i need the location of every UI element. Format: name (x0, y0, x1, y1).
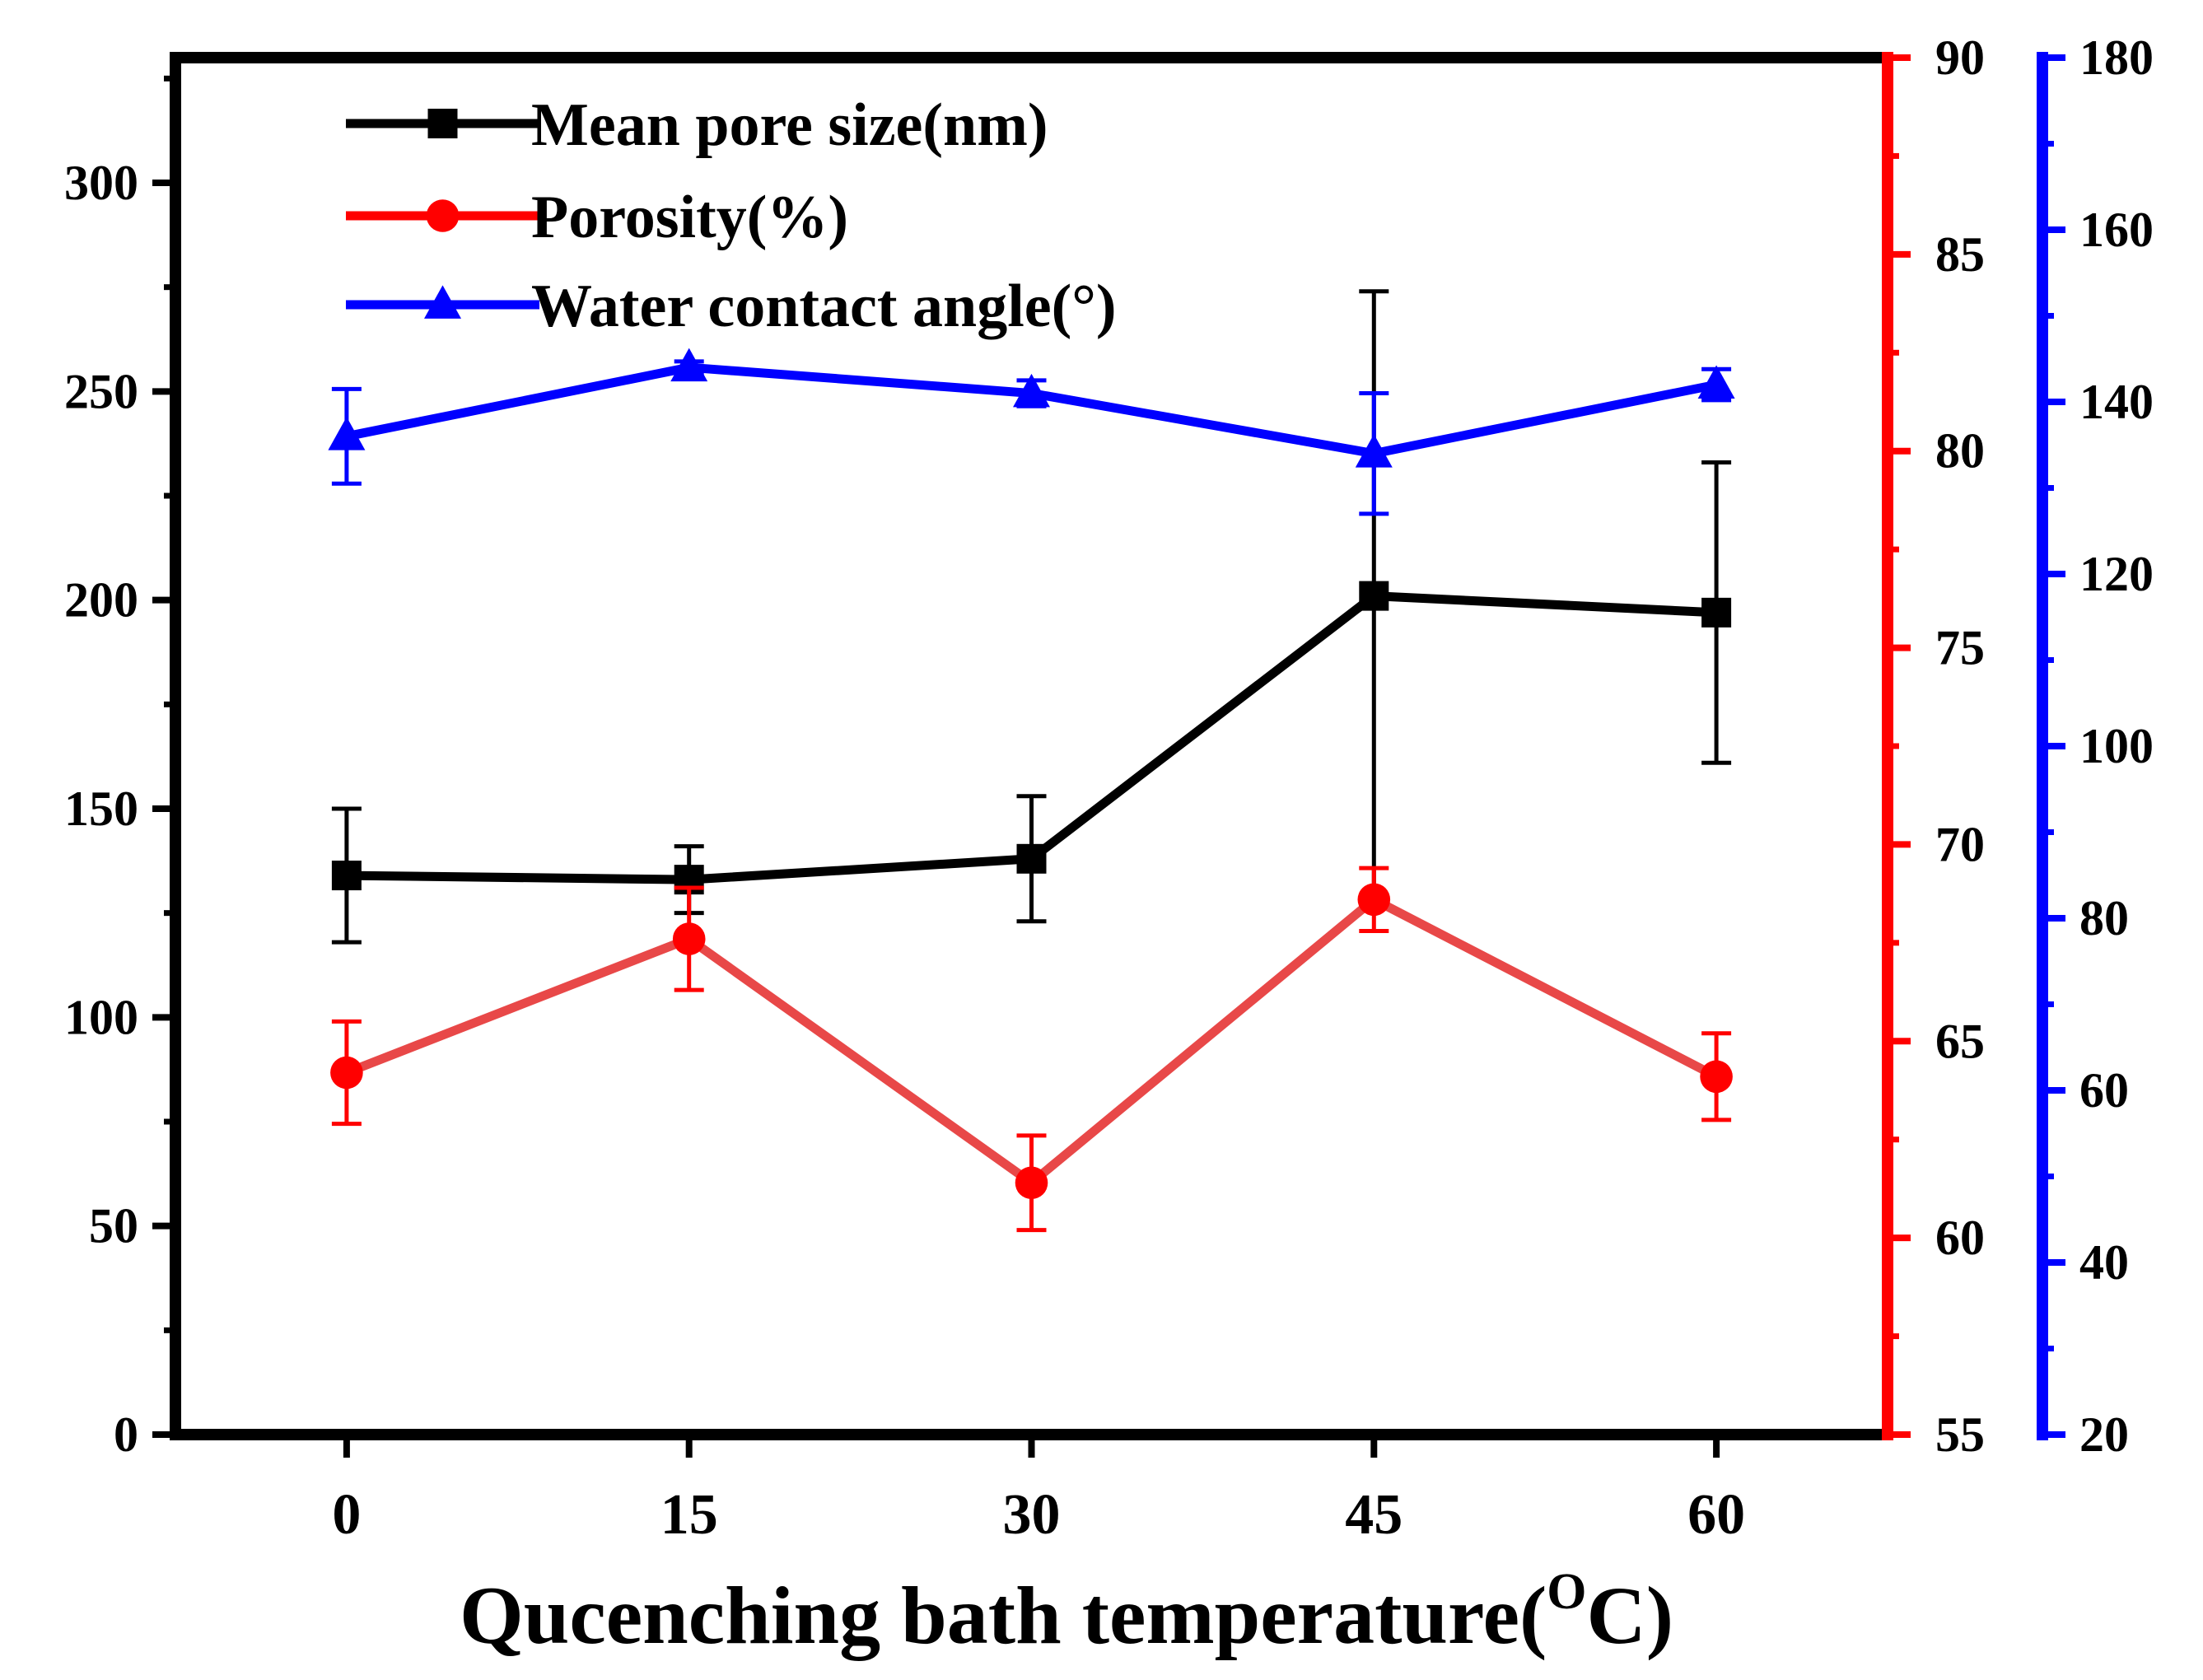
contact-angle-point (1355, 434, 1393, 468)
porosity-tick-label: 85 (1935, 227, 1985, 282)
contact-angle-point (670, 348, 708, 382)
contact-angle-tick-label: 60 (2079, 1063, 2129, 1118)
left-tick-label: 0 (114, 1407, 138, 1462)
left-tick-label: 300 (64, 156, 138, 210)
contact-angle-tick-label: 160 (2079, 203, 2154, 257)
porosity-point (1700, 1060, 1733, 1094)
contact-angle-tick-label: 80 (2079, 891, 2129, 945)
porosity-point (1357, 883, 1391, 917)
contact-angle-tick-label: 100 (2079, 719, 2154, 773)
legend-marker-pore-size (427, 109, 458, 138)
porosity-tick-label: 80 (1935, 424, 1985, 478)
porosity-tick-label: 55 (1935, 1407, 1985, 1462)
pore-size-point (1701, 597, 1732, 628)
x-tick-label: 60 (1687, 1483, 1745, 1547)
legend-label-porosity: Porosity(%) (531, 184, 848, 251)
x-tick-label: 30 (1003, 1483, 1061, 1547)
pore-size-point (1359, 581, 1389, 611)
legend-label-pore-size: Mean pore size(nm) (531, 91, 1048, 159)
porosity-series (330, 866, 1733, 1233)
contact-angle-point (1013, 373, 1050, 408)
legend-label-contact-angle: Water contact angle(°) (531, 273, 1116, 340)
contact-angle-tick-label: 40 (2079, 1235, 2129, 1290)
pore-size-point (331, 861, 362, 891)
left-tick-label: 150 (64, 782, 138, 836)
x-tick-label: 0 (332, 1483, 361, 1547)
contact-angle-tick-label: 120 (2079, 547, 2154, 601)
x-axis-title-unit: C) (1586, 1570, 1673, 1661)
contact-angle-point (1697, 365, 1735, 399)
left-tick-label: 100 (64, 990, 138, 1044)
contact-angle-tick-label: 140 (2079, 375, 2154, 429)
left-tick-label: 200 (64, 573, 138, 628)
legend-marker-porosity (426, 199, 460, 232)
contact-angle-tick-label: 180 (2079, 30, 2154, 85)
left-tick-label: 250 (64, 364, 138, 418)
x-axis-title-superscript: O (1547, 1564, 1586, 1620)
x-tick-label: 15 (660, 1483, 718, 1547)
porosity-tick-label: 75 (1935, 621, 1985, 675)
x-axis-title-main: Qucenching bath temperature( (460, 1570, 1547, 1661)
legend: Mean pore size(nm) Porosity(%) Water conta… (346, 91, 1116, 340)
porosity-point (672, 922, 706, 955)
contact-angle-tick-label: 20 (2079, 1407, 2129, 1462)
contact-angle-point (328, 417, 366, 450)
pore-size-point (1016, 843, 1047, 874)
left-tick-label: 50 (89, 1199, 138, 1253)
porosity-point (330, 1056, 363, 1090)
x-tick-label: 45 (1345, 1483, 1403, 1547)
porosity-tick-label: 60 (1935, 1211, 1985, 1265)
axes: 0 50 100 150 200 250 300 0 15 30 45 60 55 60 65 70 75 80 8… (64, 30, 2154, 1547)
contact-angle-series (328, 348, 1735, 516)
x-axis-title: Qucenching bath temperature(OC) (460, 1564, 1673, 1661)
plot-area (328, 289, 1735, 1233)
legend-marker-contact-angle (424, 285, 461, 319)
porosity-tick-label: 70 (1935, 817, 1985, 871)
porosity-tick-label: 65 (1935, 1014, 1985, 1068)
porosity-point (1015, 1166, 1048, 1200)
porosity-tick-label: 90 (1935, 30, 1985, 85)
